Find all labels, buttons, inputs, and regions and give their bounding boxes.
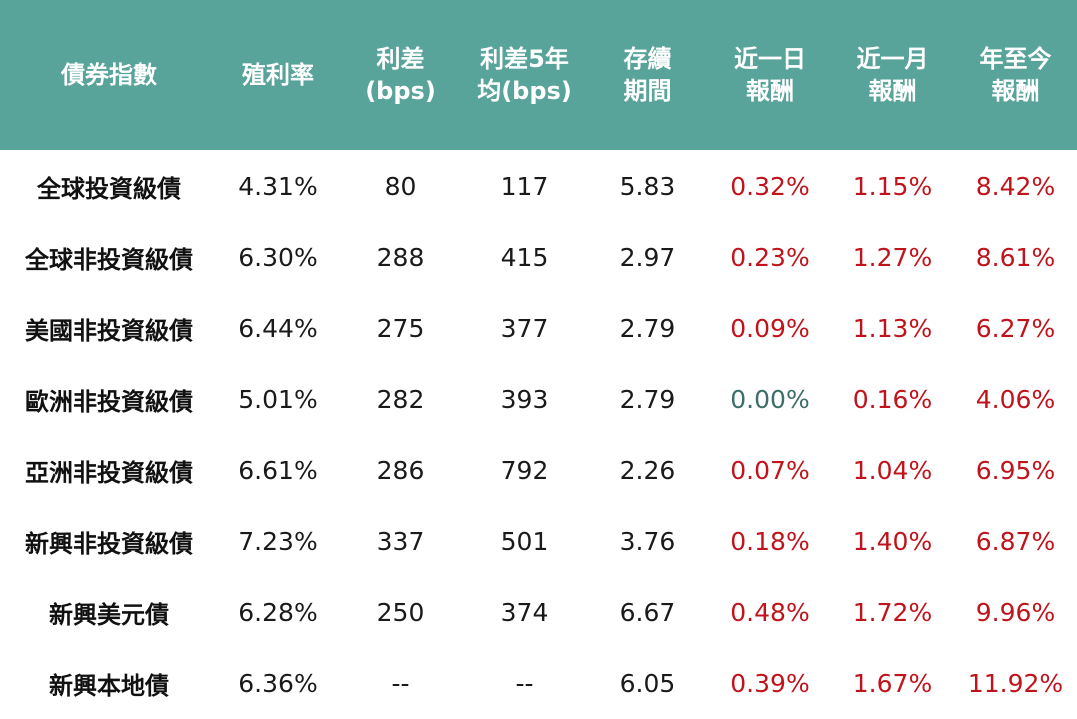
spread-cell: 286 (376, 456, 425, 485)
duration-cell: 2.26 (619, 456, 676, 485)
table-row: 美國非投資級債 6.44% 275 377 2.79 0.09% 1.13% 6.27% (0, 293, 1077, 364)
bond-name: 美國非投資級債 (25, 317, 193, 345)
spread-cell: 282 (376, 385, 425, 414)
return-ytd-cell: 4.06% (975, 385, 1056, 414)
return-1m-cell: 1.27% (852, 243, 933, 272)
spread-5y-avg-cell: 393 (500, 385, 549, 414)
return-ytd-cell: 11.92% (967, 669, 1064, 698)
bond-name: 亞洲非投資級債 (25, 459, 193, 487)
yield-cell: 6.61% (238, 456, 318, 485)
yield-cell: 4.31% (238, 172, 318, 201)
return-1d-cell: 0.32% (730, 172, 810, 201)
duration-cell: 2.97 (619, 243, 676, 272)
bond-name: 全球投資級債 (37, 175, 181, 203)
duration-cell: 3.76 (619, 527, 676, 556)
bond-name: 歐洲非投資級債 (25, 388, 193, 416)
yield-cell: 6.30% (238, 243, 318, 272)
yield-cell: 6.28% (238, 598, 318, 627)
yield-cell: 5.01% (238, 385, 318, 414)
yield-cell: 7.23% (238, 527, 318, 556)
header-return-1m: 近一月 報酬 (856, 45, 929, 105)
return-1d-cell: 0.09% (730, 314, 810, 343)
table-header: 債券指數 殖利率 利差 (bps) 利差5年 均(bps) 存續 期間 近一日 … (0, 0, 1077, 150)
duration-cell: 2.79 (619, 385, 676, 414)
header-yield: 殖利率 (242, 61, 314, 89)
return-1m-cell: 1.67% (852, 669, 933, 698)
return-1d-cell: 0.00% (730, 385, 810, 414)
header-bond-index: 債券指數 (61, 61, 157, 89)
return-1m-cell: 1.13% (852, 314, 933, 343)
spread-5y-avg-cell: 501 (500, 527, 549, 556)
return-1m-cell: 1.72% (852, 598, 933, 627)
spread-5y-avg-cell: -- (515, 669, 534, 698)
yield-cell: 6.44% (238, 314, 318, 343)
return-ytd-cell: 6.95% (975, 456, 1056, 485)
spread-cell: 275 (376, 314, 425, 343)
bond-name: 新興非投資級債 (25, 530, 193, 558)
return-1d-cell: 0.07% (730, 456, 810, 485)
table-row: 亞洲非投資級債 6.61% 286 792 2.26 0.07% 1.04% 6.95% (0, 435, 1077, 506)
spread-cell: 80 (384, 172, 417, 201)
yield-cell: 6.36% (238, 669, 318, 698)
header-return-ytd: 年至今 報酬 (979, 45, 1052, 105)
bond-name: 全球非投資級債 (25, 246, 193, 274)
return-ytd-cell: 6.87% (975, 527, 1056, 556)
return-ytd-cell: 8.42% (975, 172, 1056, 201)
table-row: 全球投資級債 4.31% 80 117 5.83 0.32% 1.15% 8.42% (0, 151, 1077, 222)
return-1m-cell: 1.15% (852, 172, 933, 201)
return-ytd-cell: 8.61% (975, 243, 1056, 272)
table-row: 全球非投資級債 6.30% 288 415 2.97 0.23% 1.27% 8.61% (0, 222, 1077, 293)
return-1d-cell: 0.48% (730, 598, 810, 627)
table-row: 新興非投資級債 7.23% 337 501 3.76 0.18% 1.40% 6.87% (0, 506, 1077, 577)
duration-cell: 2.79 (619, 314, 676, 343)
return-ytd-cell: 9.96% (975, 598, 1056, 627)
spread-cell: 250 (376, 598, 425, 627)
header-duration: 存續 期間 (623, 45, 672, 105)
spread-5y-avg-cell: 415 (500, 243, 549, 272)
bond-name: 新興本地債 (49, 672, 169, 700)
return-1m-cell: 1.04% (852, 456, 933, 485)
table-row: 新興美元債 6.28% 250 374 6.67 0.48% 1.72% 9.96% (0, 577, 1077, 648)
header-spread-5y-avg: 利差5年 均(bps) (477, 45, 572, 105)
table-row: 歐洲非投資級債 5.01% 282 393 2.79 0.00% 0.16% 4.06% (0, 364, 1077, 435)
spread-cell: -- (391, 669, 410, 698)
spread-5y-avg-cell: 117 (500, 172, 549, 201)
return-1m-cell: 0.16% (852, 385, 933, 414)
return-1d-cell: 0.23% (730, 243, 810, 272)
return-1m-cell: 1.40% (852, 527, 933, 556)
table-row: 新興本地債 6.36% -- -- 6.05 0.39% 1.67% 11.92% (0, 648, 1077, 719)
return-ytd-cell: 6.27% (975, 314, 1056, 343)
spread-cell: 337 (376, 527, 425, 556)
duration-cell: 5.83 (619, 172, 676, 201)
return-1d-cell: 0.39% (730, 669, 810, 698)
return-1d-cell: 0.18% (730, 527, 810, 556)
header-return-1d: 近一日 報酬 (734, 45, 806, 105)
duration-cell: 6.67 (619, 598, 676, 627)
spread-5y-avg-cell: 377 (500, 314, 549, 343)
spread-5y-avg-cell: 792 (500, 456, 549, 485)
bond-name: 新興美元債 (49, 601, 169, 629)
duration-cell: 6.05 (619, 669, 676, 698)
spread-cell: 288 (376, 243, 425, 272)
spread-5y-avg-cell: 374 (500, 598, 549, 627)
header-spread: 利差 (bps) (365, 45, 436, 105)
